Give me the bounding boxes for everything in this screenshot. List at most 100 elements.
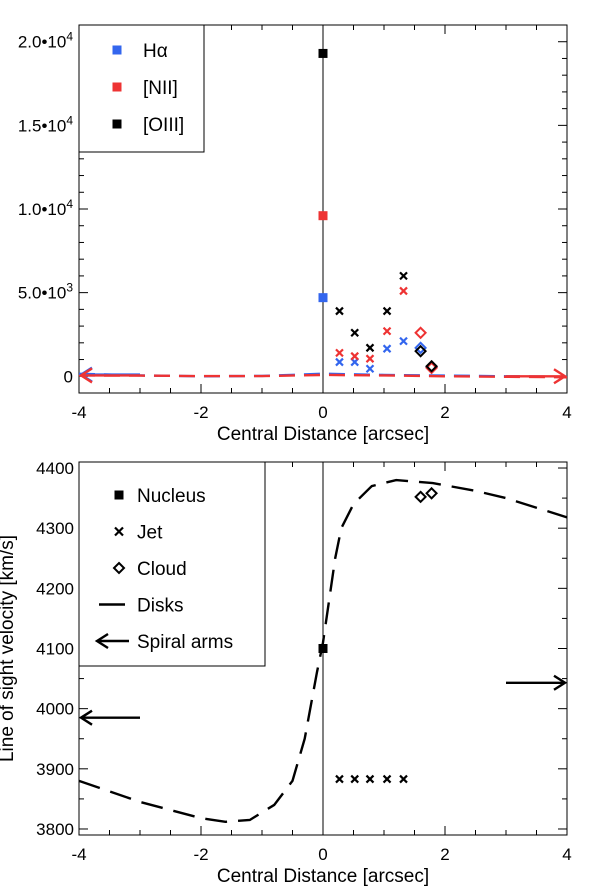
jet-point [399, 774, 408, 784]
jet-point [365, 774, 375, 784]
jet-point-stroke-b [350, 351, 359, 361]
jet-point-stroke-b [399, 774, 408, 784]
x-tick-label: 0 [318, 403, 327, 422]
y-tick-exponent: 4 [66, 30, 73, 44]
y-tick-label: 5.0•103 [18, 281, 74, 303]
jet-point [335, 774, 344, 784]
jet-point [365, 343, 375, 353]
cloud-point [425, 361, 438, 375]
x-tick-label: 4 [562, 403, 571, 422]
jet-point-stroke-b [335, 774, 344, 784]
jet-point [365, 364, 375, 374]
legend-frame [78, 461, 266, 667]
jet-point [399, 271, 408, 281]
legend-frame [78, 24, 205, 153]
jet-point [399, 286, 408, 296]
y-tick-label: 3900 [36, 760, 74, 779]
spiral-arm-arrow [78, 367, 140, 384]
jet-point-stroke-b [382, 326, 392, 336]
legend-marker-head [94, 632, 109, 650]
y-tick-label: 0 [64, 367, 73, 386]
y-tick-mantissa: 1.5•10 [18, 116, 67, 135]
series-2 [318, 48, 438, 373]
cloud-point [425, 486, 438, 500]
jet-point-stroke-b [350, 774, 359, 784]
emission-line-flux-panel: -4 -2 0 2 405.0•1031.0•1041.5•1042.0•104Cent… [18, 24, 572, 445]
jet-point [350, 351, 359, 361]
x-tick-label: -2 [193, 845, 208, 864]
jet-point [365, 354, 375, 363]
legend: Hα [NII] [OIII] [78, 24, 205, 153]
spiral-arm-arrow [506, 368, 568, 385]
spiral-arm-arrow-head [78, 367, 93, 384]
jet-point [350, 328, 359, 338]
jet-point [382, 306, 392, 316]
legend-marker [114, 526, 124, 537]
disk-line [79, 478, 567, 823]
x-axis-label: Central Distance [arcsec] [217, 866, 429, 886]
legend-marker [112, 45, 122, 55]
nucleus-point [318, 211, 328, 221]
x-tick-label: 2 [440, 403, 449, 422]
disk-line [79, 373, 567, 379]
jet-point [335, 357, 344, 367]
y-tick-label: 1.0•104 [18, 197, 74, 219]
jet-point-stroke-b [350, 328, 359, 338]
series-1 [79, 211, 567, 379]
x-tick-label: -4 [71, 845, 86, 864]
x-axis-label: Central Distance [arcsec] [217, 424, 429, 445]
cloud-point [414, 490, 428, 504]
jet-point-stroke-b [399, 286, 408, 296]
spiral-arm-arrow [506, 674, 568, 691]
jet-point-stroke-b [382, 344, 392, 353]
jet-point [335, 306, 344, 316]
jet-point [335, 348, 344, 358]
legend-label: Hα [143, 41, 168, 62]
y-tick-label: 2.0•104 [18, 30, 74, 52]
x-tick-label: 0 [318, 845, 327, 864]
jet-point-stroke-b [365, 354, 375, 363]
x-tick-label: 2 [440, 845, 449, 864]
y-tick-mantissa: 1.0•10 [18, 200, 67, 219]
jet-point-stroke-b [335, 348, 344, 358]
spiral-arm-arrow-head [78, 709, 93, 726]
jet-point-stroke-b [382, 306, 392, 316]
jet-point-stroke-b [335, 357, 344, 367]
jet-point-stroke-b [365, 364, 375, 374]
cloud-point [425, 359, 438, 373]
jet-point-stroke-b [335, 306, 344, 316]
spiral-arm-arrow [78, 709, 140, 726]
y-tick-mantissa: 2.0•10 [18, 33, 67, 52]
legend: Nucleus Jet Cloud Disks Spiral arms [78, 461, 266, 667]
legend-label: Disks [137, 596, 183, 617]
legend-label: Nucleus [137, 486, 206, 507]
jet-point [382, 326, 392, 336]
y-tick-label: 4400 [36, 459, 74, 478]
jet-point-stroke-b [399, 336, 408, 346]
x-tick-label: -2 [193, 403, 208, 422]
legend-label: Jet [137, 523, 163, 544]
jet-point-stroke-b [365, 343, 375, 353]
x-tick-label: -4 [71, 403, 86, 422]
legend-marker [114, 490, 124, 500]
y-tick-mantissa: 5.0•10 [18, 284, 67, 303]
y-tick-label: 4100 [36, 640, 74, 659]
legend-marker [94, 632, 129, 650]
nucleus-point [318, 48, 328, 58]
jet-point-stroke-b [382, 774, 392, 784]
legend-marker [112, 119, 122, 129]
legend-label: [NII] [143, 78, 178, 99]
y-tick-label: 4200 [36, 579, 74, 598]
jet-point-stroke-b [365, 774, 375, 784]
jet-point-stroke-b [399, 271, 408, 281]
y-tick-label: 3800 [36, 820, 74, 839]
y-tick-label: 1.5•104 [18, 113, 74, 135]
y-tick-exponent: 4 [66, 197, 73, 211]
y-axis-label: Line of sight velocity [km/s] [0, 535, 18, 762]
jet-point [382, 774, 392, 784]
y-tick-exponent: 3 [66, 281, 73, 295]
x-tick-label: 4 [562, 845, 571, 864]
velocity-panel: -4 -2 0 2 4 3800 3900 4000 4100 4200 4300 4400 Centr… [0, 459, 572, 886]
legend-marker [112, 561, 126, 575]
